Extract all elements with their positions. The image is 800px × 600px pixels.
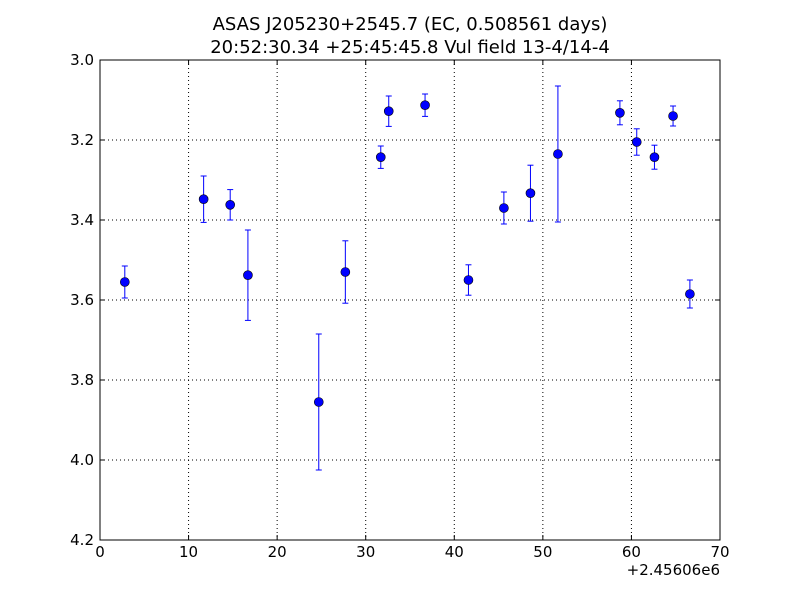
x-tick-label: 10 [179,543,198,561]
data-point-group [668,105,678,127]
x-tick-label: 30 [356,543,375,561]
data-point-marker [120,277,130,287]
data-point-group [120,265,130,299]
data-points [120,85,695,471]
data-point-marker [553,149,563,159]
y-tick-label: 3.0 [70,51,94,69]
data-point-group [685,279,695,309]
data-point-marker [225,200,235,210]
y-tick-label: 3.4 [70,211,94,229]
data-point-group [198,175,209,223]
data-point-marker [615,108,625,118]
x-tick-label: 20 [268,543,287,561]
data-point-group [631,128,642,156]
data-point-marker [685,289,695,299]
grid-lines [100,60,720,540]
data-point-group [525,164,536,222]
data-point-marker [383,106,394,116]
data-point-group [375,145,386,169]
y-tick-label: 3.6 [70,291,94,309]
chart-subtitle: 20:52:30.34 +25:45:45.8 Vul field 13-4/1… [210,37,610,58]
y-tick-label: 4.2 [70,531,94,549]
data-point-group [649,144,660,170]
chart-title: ASAS J205230+2545.7 (EC, 0.508561 days) [213,14,608,35]
axis-ticks: 0 10 20 30 40 50 60 70 3.0 3.2 3.4 3.6 3.8 4.0 4.2 [70,51,729,561]
data-point-group [499,191,509,225]
data-point-group [615,100,625,126]
y-tick-label: 4.0 [70,451,94,469]
data-point-marker [243,270,253,281]
data-point-marker [631,137,642,147]
x-tick-label: 40 [445,543,464,561]
data-point-group [313,333,324,471]
data-point-group [340,240,351,304]
data-point-marker [198,194,209,204]
x-tick-label: 60 [622,543,641,561]
data-point-marker [463,275,474,285]
data-point-marker [420,100,430,110]
data-point-group [553,85,563,223]
x-offset-label: +2.45606e6 [627,561,720,579]
data-point-group [383,95,394,127]
data-point-group [463,264,474,296]
data-point-group [243,229,253,321]
x-tick-label: 70 [710,543,729,561]
data-point-marker [313,397,324,407]
y-tick-label: 3.8 [70,371,94,389]
data-point-marker [649,152,660,162]
data-point-group [420,93,430,117]
data-point-marker [375,152,386,162]
data-point-marker [499,203,509,213]
data-point-marker [668,111,678,121]
data-point-group [225,189,235,221]
x-tick-label: 50 [533,543,552,561]
data-point-marker [340,267,351,277]
y-tick-label: 3.2 [70,131,94,149]
data-point-marker [525,188,536,198]
x-tick-label: 0 [95,543,105,561]
